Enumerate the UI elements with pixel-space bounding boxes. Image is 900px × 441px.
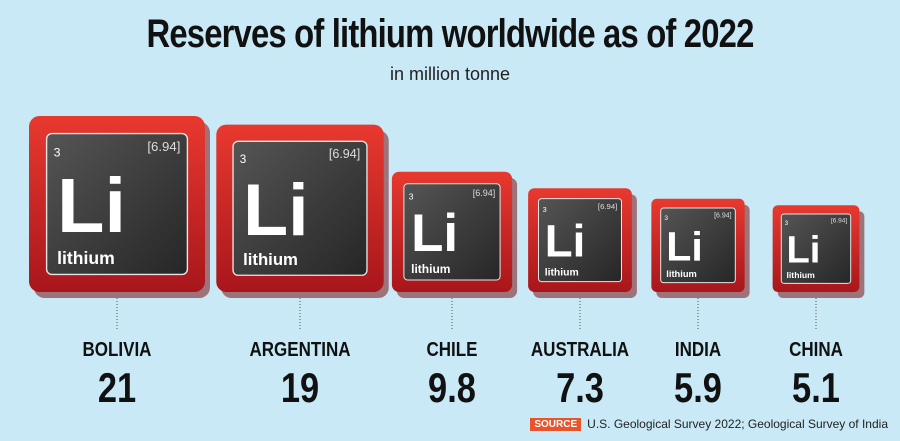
category-label: CHILE bbox=[427, 338, 478, 361]
tile-face bbox=[45, 132, 189, 276]
value-label: 19 bbox=[281, 365, 319, 412]
chart-subtitle: in million tonne bbox=[389, 64, 511, 84]
element-symbol: Li bbox=[545, 216, 586, 267]
value-label: 21 bbox=[98, 365, 136, 412]
element-name: lithium bbox=[787, 270, 816, 280]
atomic-number: 3 bbox=[54, 145, 61, 159]
tile-face bbox=[537, 198, 623, 283]
tile-face bbox=[232, 140, 368, 276]
element-name: lithium bbox=[243, 250, 298, 269]
element-symbol: Li bbox=[666, 223, 702, 269]
element-name: lithium bbox=[57, 248, 115, 268]
atomic-number: 3 bbox=[240, 153, 247, 166]
category-label: BOLIVIA bbox=[83, 338, 152, 361]
chart-title: Reserves of lithium worldwide as of 2022 bbox=[146, 12, 754, 56]
atomic-mass: [6.94] bbox=[714, 212, 732, 219]
source-note: SOURCE U.S. Geological Survey 2022; Geol… bbox=[530, 417, 888, 431]
element-symbol: Li bbox=[411, 204, 458, 263]
tile-face bbox=[660, 207, 736, 284]
category-label: ARGENTINA bbox=[250, 338, 351, 361]
value-label: 5.1 bbox=[792, 365, 840, 412]
atomic-mass: [6.94] bbox=[598, 202, 617, 211]
element-name: lithium bbox=[411, 262, 450, 276]
value-label: 9.8 bbox=[428, 365, 476, 412]
element-symbol: Li bbox=[787, 229, 821, 272]
atomic-mass: [6.94] bbox=[473, 188, 496, 198]
category-label: CHINA bbox=[789, 338, 843, 361]
tile-face bbox=[780, 213, 852, 284]
atomic-number: 3 bbox=[664, 215, 668, 222]
atomic-number: 3 bbox=[785, 221, 789, 227]
category-label: AUSTRALIA bbox=[531, 338, 629, 361]
value-label: 7.3 bbox=[556, 365, 604, 412]
atomic-mass: [6.94] bbox=[831, 218, 847, 225]
source-text: U.S. Geological Survey 2022; Geological … bbox=[587, 417, 888, 431]
category-label: INDIA bbox=[675, 338, 721, 361]
tile-face bbox=[403, 183, 501, 281]
element-name: lithium bbox=[666, 269, 697, 279]
element-symbol: Li bbox=[57, 163, 126, 249]
atomic-number: 3 bbox=[543, 205, 547, 214]
atomic-mass: [6.94] bbox=[147, 139, 180, 154]
value-label: 5.9 bbox=[674, 365, 722, 412]
atomic-number: 3 bbox=[409, 191, 414, 201]
element-name: lithium bbox=[545, 267, 579, 278]
atomic-mass: [6.94] bbox=[329, 147, 360, 161]
element-symbol: Li bbox=[243, 168, 308, 251]
source-tag: SOURCE bbox=[530, 417, 582, 431]
